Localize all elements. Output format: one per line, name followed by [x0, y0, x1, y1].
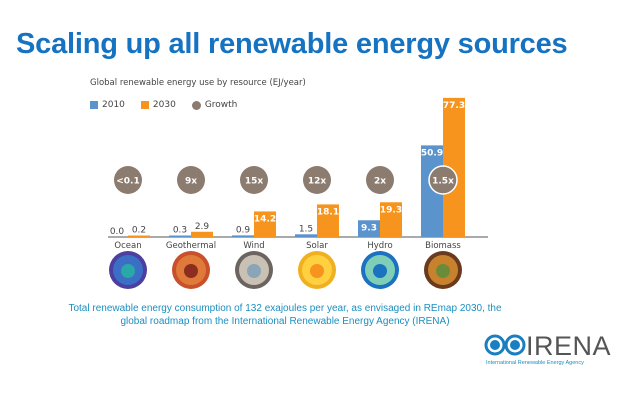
value-label-2030: 2.9 — [195, 222, 210, 232]
legend-item-2010: 2010 — [90, 100, 125, 110]
value-label-2030: 77.3 — [443, 101, 465, 111]
category-label-biomass: Biomass — [425, 241, 461, 251]
bar-2030-wind — [254, 211, 276, 237]
value-label-2030: 0.2 — [132, 226, 146, 236]
growth-badge — [240, 166, 268, 194]
growth-badge — [428, 165, 458, 195]
value-label-2030: 19.3 — [380, 205, 402, 215]
bar-chart: 0.0 0.2 <0.1 Ocean 0.3 2.9 9x Geothermal 0.914.2… — [108, 97, 488, 289]
legend-swatch-growth — [191, 100, 201, 110]
growth-label: 15x — [245, 177, 264, 187]
category-label-solar: Solar — [306, 241, 328, 251]
growth-badge — [177, 166, 205, 194]
category-label-geothermal: Geothermal — [166, 241, 216, 251]
bar-2010-geothermal — [169, 235, 191, 237]
legend-item-2030: 2030 — [140, 100, 176, 110]
bar-2030-hydro — [380, 202, 402, 237]
growth-badge — [114, 166, 142, 194]
bar-2030-biomass — [443, 97, 465, 237]
wind-icon-glyph — [247, 264, 261, 278]
bar-2010-solar — [295, 234, 317, 237]
category-label-hydro: Hydro — [367, 241, 392, 251]
water-drop-icon-glyph — [373, 264, 387, 278]
growth-label: 1.5x — [432, 177, 454, 187]
ocean-wave-icon-glyph — [121, 264, 135, 278]
bar-2030-geothermal — [191, 231, 213, 237]
sun-icon-glyph — [310, 264, 324, 278]
growth-badge — [366, 166, 394, 194]
category-label-ocean: Ocean — [114, 241, 141, 251]
value-label-2010: 0.9 — [236, 225, 251, 235]
page-title: Scaling up all renewable energy sources — [16, 28, 568, 60]
globe-infinity-icon — [484, 334, 526, 356]
value-label-2030: 14.2 — [254, 214, 276, 224]
legend-item-growth: Growth — [191, 100, 237, 110]
value-label-2010: 1.5 — [299, 224, 313, 234]
chart-legend: 2010 2030 Growth — [90, 100, 253, 110]
bar-2030-solar — [317, 204, 339, 237]
value-label-2010: 9.3 — [361, 223, 377, 233]
growth-badge — [303, 166, 331, 194]
growth-label: <0.1 — [116, 177, 139, 187]
caption: Total renewable energy consumption of 13… — [68, 303, 502, 327]
growth-label: 2x — [374, 177, 386, 187]
logo-subtitle: International Renewable Energy Agency — [486, 360, 584, 366]
value-label-2010: 50.9 — [421, 148, 443, 158]
bar-2030-ocean — [128, 235, 150, 237]
growth-label: 12x — [308, 177, 327, 187]
chart-title: Global renewable energy use by resource … — [90, 78, 306, 88]
bar-2010-wind — [232, 235, 254, 237]
volcano-icon-glyph — [184, 264, 198, 278]
legend-swatch-2010 — [90, 101, 98, 109]
value-label-2030: 18.1 — [317, 207, 339, 217]
legend-swatch-2030 — [140, 101, 149, 109]
growth-label: 9x — [185, 177, 197, 187]
logo-name: IRENA — [526, 331, 612, 361]
leaf-icon-glyph — [436, 264, 450, 278]
value-label-2010: 0.3 — [173, 226, 187, 236]
bar-2010-hydro — [358, 220, 380, 237]
value-label-2010: 0.0 — [110, 227, 125, 237]
irena-logo: IRENA International Renewable Energy Age… — [484, 331, 611, 366]
category-label-wind: Wind — [243, 241, 264, 251]
